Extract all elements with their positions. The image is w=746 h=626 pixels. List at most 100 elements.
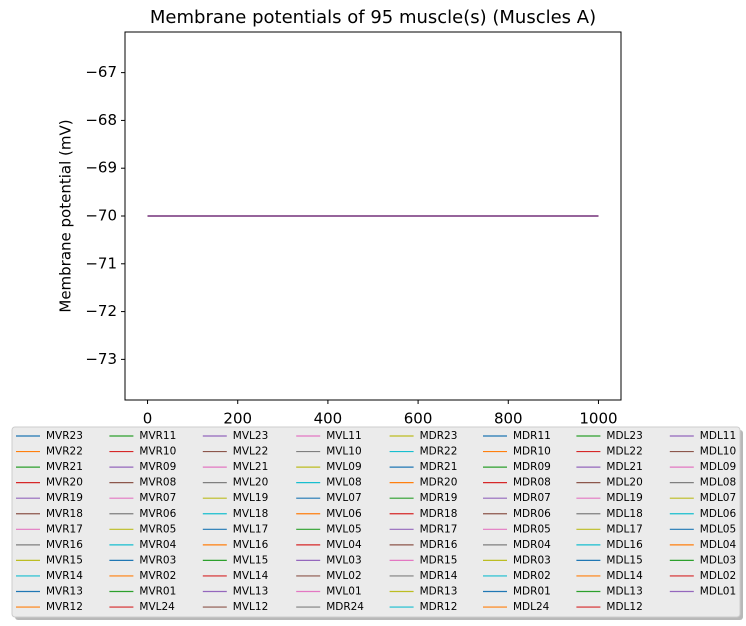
legend-label: MVL22 [233,446,268,458]
legend-label: MVL16 [233,539,269,551]
legend-label: MDR06 [513,508,551,520]
y-tick-label: −70 [85,207,117,225]
legend-label: MDR18 [420,508,458,520]
legend-label: MVL13 [233,586,268,598]
legend-label: MDR15 [420,554,458,566]
legend-label: MDL03 [700,554,736,566]
legend-label: MDL16 [606,539,643,551]
legend-label: MDR03 [513,554,551,566]
legend-label: MVR12 [46,601,83,613]
legend-label: MDL02 [700,570,736,582]
legend-label: MDR11 [513,430,551,442]
legend-label: MDL15 [606,554,642,566]
legend-label: MDR05 [513,523,551,535]
legend-label: MDR23 [420,430,458,442]
legend-label: MVL21 [233,461,268,473]
legend-label: MVR03 [139,554,176,566]
legend-label: MDR10 [513,446,551,458]
legend-label: MVL15 [233,554,268,566]
legend-box [11,426,741,618]
legend-label: MDL12 [606,601,642,613]
legend-label: MDL04 [700,539,737,551]
legend-label: MDR22 [420,446,458,458]
legend-label: MVR17 [46,523,83,535]
legend-label: MDR02 [513,570,551,582]
legend-label: MDL08 [700,477,736,489]
legend-label: MVR11 [139,430,176,442]
legend-label: MVR02 [139,570,176,582]
legend-label: MVL17 [233,523,268,535]
legend-label: MVR16 [46,539,83,551]
legend-label: MVR06 [139,508,176,520]
legend-label: MVL07 [326,492,361,504]
legend-label: MDL05 [700,523,736,535]
legend-label: MDL24 [513,601,550,613]
legend-label: MVL09 [326,461,361,473]
legend-label: MDL09 [700,461,736,473]
legend-label: MVR19 [46,492,83,504]
legend-label: MDR21 [420,461,458,473]
x-tick-label: 800 [494,410,523,428]
y-tick-label: −69 [85,159,117,177]
legend-label: MVL24 [139,601,175,613]
legend-label: MDR07 [513,492,551,504]
legend-label: MVL03 [326,554,361,566]
legend-label: MVR18 [46,508,83,520]
legend-label: MVR05 [139,523,176,535]
legend-label: MVR20 [46,477,83,489]
legend-label: MVR21 [46,461,83,473]
legend-label: MVL20 [233,477,268,489]
legend-label: MDL14 [606,570,643,582]
x-tick-label: 0 [143,410,153,428]
legend-label: MVR01 [139,586,176,598]
legend-label: MDL21 [606,461,642,473]
legend-label: MVR10 [139,446,176,458]
legend-label: MVR08 [139,477,176,489]
legend-label: MVR13 [46,586,83,598]
legend-label: MDL10 [700,446,736,458]
legend-label: MDR16 [420,539,458,551]
legend-label: MDL06 [700,508,737,520]
legend-label: MVR14 [46,570,83,582]
legend-label: MVL06 [326,508,362,520]
legend-label: MDR17 [420,523,458,535]
chart-title: Membrane potentials of 95 muscle(s) (Mus… [150,7,596,28]
legend-label: MDL22 [606,446,642,458]
x-tick-label: 1000 [579,410,617,428]
legend-label: MDR12 [420,601,458,613]
legend-label: MDL13 [606,586,642,598]
x-tick-label: 200 [223,410,252,428]
legend-label: MVL23 [233,430,268,442]
legend-label: MDR08 [513,477,551,489]
legend-label: MDL01 [700,586,736,598]
y-tick-label: −73 [85,350,117,368]
legend-label: MDR13 [420,586,458,598]
legend-label: MVL11 [326,430,361,442]
x-tick-label: 600 [404,410,433,428]
legend-label: MVL08 [326,477,361,489]
legend-label: MVL12 [233,601,268,613]
legend-label: MVR23 [46,430,83,442]
legend-label: MDR24 [326,601,364,613]
legend-label: MVR04 [139,539,176,551]
legend: MVR23 MVR22 MVR21 MVR20 MVR19 MVR18 MVR17 MVR16… [11,426,743,620]
legend-label: MDR01 [513,586,551,598]
legend-label: MDL23 [606,430,642,442]
legend-label: MDL18 [606,508,642,520]
legend-label: MDR19 [420,492,458,504]
legend-label: MVL05 [326,523,361,535]
legend-label: MDL20 [606,477,642,489]
legend-label: MDL11 [700,430,736,442]
plot-frame [124,31,622,401]
legend-label: MVR22 [46,446,83,458]
y-tick-label: −67 [85,63,117,81]
legend-label: MVR15 [46,554,83,566]
legend-label: MDL17 [606,523,642,535]
legend-label: MDL07 [700,492,736,504]
legend-label: MDR09 [513,461,551,473]
legend-label: MVL02 [326,570,361,582]
legend-label: MVL19 [233,492,268,504]
legend-label: MDR14 [420,570,458,582]
